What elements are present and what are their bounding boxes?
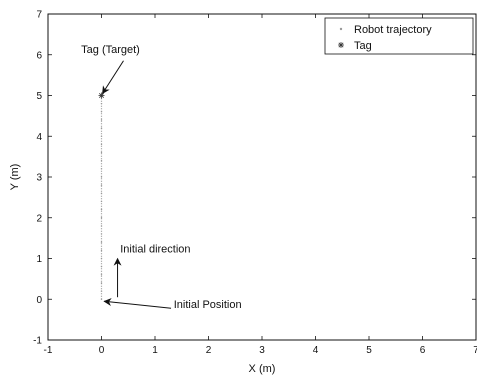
robot-trajectory-point	[100, 127, 103, 129]
x-tick-label: 3	[259, 345, 265, 356]
robot-trajectory-point	[100, 249, 103, 252]
robot-trajectory-point	[100, 176, 103, 178]
robot-trajectory-point	[100, 282, 103, 284]
y-tick-label: 0	[36, 295, 42, 306]
x-tick-label: 1	[152, 345, 158, 356]
x-tick-label: 4	[313, 345, 319, 356]
robot-trajectory-point	[100, 257, 103, 260]
y-tick-label: 3	[36, 173, 42, 184]
robot-trajectory-point	[100, 160, 103, 162]
y-tick-label: 6	[36, 50, 42, 61]
annotation-arrow-initial-position	[103, 298, 172, 309]
x-tick-label: -1	[44, 345, 53, 356]
x-tick-label: 6	[420, 345, 426, 356]
robot-trajectory-point	[100, 102, 103, 105]
robot-trajectory-point	[100, 265, 103, 268]
robot-trajectory-point	[100, 274, 103, 276]
y-tick-label: 7	[36, 10, 42, 21]
legend-robot-trajectory-label: Robot trajectory	[354, 24, 432, 36]
y-tick-label: -1	[33, 336, 42, 347]
robot-trajectory-point	[100, 111, 103, 113]
robot-trajectory-point	[100, 168, 103, 170]
legend: Robot trajectory Tag	[324, 17, 474, 55]
x-tick-label: 5	[366, 345, 372, 356]
robot-trajectory-point	[100, 143, 103, 146]
robot-trajectory-point	[100, 290, 103, 292]
robot-trajectory-point	[100, 208, 103, 211]
robot-trajectory-point	[100, 241, 103, 243]
tag-series	[98, 92, 105, 99]
legend-tag-label: Tag	[354, 40, 372, 52]
legend-tag-marker	[338, 42, 344, 48]
robot-trajectory-point	[100, 225, 103, 227]
robot-trajectory-point	[100, 135, 103, 137]
robot-trajectory-point	[100, 200, 103, 203]
robot-trajectory-point	[100, 298, 103, 300]
robot-trajectory-point	[100, 192, 103, 194]
x-tick-label: 2	[206, 345, 212, 356]
y-tick-label: 1	[36, 254, 42, 265]
x-axis-label: X (m)	[249, 363, 276, 375]
y-axis-ticks: -1 0 1 2 3 4 5 6 7	[33, 10, 476, 347]
y-tick-label: 2	[36, 213, 42, 224]
annotation-label-initial-direction: Initial direction	[120, 243, 190, 255]
robot-trajectory-point	[100, 217, 103, 219]
x-axis-ticks: -1 0 1 2 3 4 5 6 7	[44, 14, 477, 356]
robot-trajectory-point	[100, 233, 103, 235]
x-tick-label: 0	[99, 345, 105, 356]
tag-point	[98, 92, 105, 99]
plot-area	[47, 13, 477, 341]
legend-robot-trajectory-marker	[339, 27, 343, 31]
y-tick-label: 5	[36, 91, 42, 102]
annotations: Tag (Target) Initial direction Initial Pos…	[81, 44, 241, 311]
annotation-label-tag-target: Tag (Target)	[81, 44, 140, 56]
annotation-label-initial-position: Initial Position	[174, 299, 242, 311]
x-tick-label: 7	[473, 345, 477, 356]
y-tick-label: 4	[36, 132, 42, 143]
robot-trajectory-point	[100, 184, 103, 186]
robot-trajectory-point	[100, 151, 103, 154]
robot-trajectory-point	[100, 119, 103, 121]
legend-box	[324, 17, 474, 55]
annotation-arrow-tag-target	[102, 60, 124, 95]
y-axis-label: Y (m)	[9, 164, 21, 191]
